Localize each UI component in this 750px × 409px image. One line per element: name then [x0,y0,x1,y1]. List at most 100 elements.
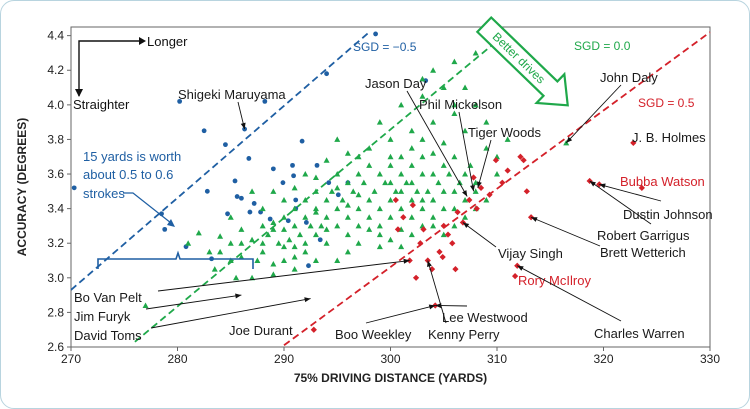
player-label: Rory McIlroy [518,273,591,288]
blue-point [335,192,341,198]
blue-point [246,156,252,161]
green-point [430,171,437,177]
player-arrowhead-icon [589,180,597,187]
green-point [270,219,277,225]
green-point [344,214,351,220]
player-label: Brett Wetterich [600,245,686,260]
green-point [339,196,346,203]
green-point [462,196,469,203]
player-leader-line [530,216,601,247]
player-arrowhead-icon [462,190,468,197]
player-leader-line [458,111,475,192]
green-point [451,110,458,116]
green-point [302,196,309,203]
green-point [291,243,298,250]
x-tick-label: 280 [167,352,187,366]
player-label: J. B. Holmes [632,130,706,145]
green-point [291,222,298,229]
player-label: Robert Garrigus [597,228,690,243]
green-point [451,101,458,108]
green-point [344,202,351,208]
green-point [398,243,405,250]
blue-point [317,237,323,243]
x-tick-label: 290 [274,352,294,366]
y-tick-label: 3.8 [47,132,64,146]
player-label: Tiger Woods [468,125,541,140]
green-point [312,209,319,215]
green-point [494,171,500,177]
annotations: Jason Day Phil Mickelson Tiger Woods John D… [74,70,713,343]
blue-point [373,31,378,37]
blue-point [177,98,183,104]
green-point [334,171,341,177]
x-tick-label: 300 [380,352,400,366]
green-point [259,222,266,229]
green-point [430,214,437,220]
green-point [414,188,421,194]
player-leader-line [145,294,242,310]
green-point [355,171,362,177]
green-point [403,179,410,186]
x-axis-title: 75% DRIVING DISTANCE (YARDS) [294,371,487,385]
y-tick-label: 4.4 [47,29,64,43]
blue-point [314,162,320,168]
x-tick-label: 320 [593,352,613,366]
player-arrowhead-icon [477,181,482,188]
green-point [323,226,330,232]
green-point [419,153,426,160]
green-point [238,240,245,246]
green-point [408,145,415,151]
green-point [387,153,394,160]
green-point [302,248,309,255]
blue-point [299,138,305,144]
player-arrowhead-icon [428,304,436,310]
green-point [424,188,431,194]
green-point [376,119,383,125]
player-arrowhead-icon [566,136,573,143]
green-point [254,257,261,264]
blue-point [267,216,273,222]
blue-point [270,166,276,172]
green-point [472,49,479,56]
player-label: Phil Mickelson [419,97,502,112]
green-point [408,162,415,168]
yards-note-line-1: 15 yards is worth [83,149,181,164]
straighter-arrowhead-icon [75,89,83,97]
sgd-label: SGD = 0.0 [574,39,631,53]
green-point [302,214,309,220]
green-point [259,240,266,246]
green-point [462,127,469,134]
green-point [440,84,447,91]
blue-point [232,178,238,184]
green-point [419,205,426,212]
blue-point [251,201,257,206]
green-point [430,67,437,73]
green-point [483,196,490,203]
player-label: Jim Furyk [74,309,131,324]
green-point [227,214,234,220]
green-point [366,226,373,232]
blue-point [306,263,311,269]
sgd-lines: SGD = −0.5 SGD = 0.0 SGD = 0.5 [70,31,711,346]
axes: 270 280 290 300 310 320 330 2.6 2.8 3.0 3.2 3.4 3.6 3… [15,29,720,385]
green-point [472,179,479,186]
green-point [328,188,335,194]
player-label: Charles Warren [594,326,685,341]
green-point [312,188,319,194]
green-point [366,162,373,168]
green-point [366,214,373,220]
green-point [451,58,458,65]
player-leader-line [589,180,652,225]
green-point [233,274,240,281]
green-point [451,222,458,229]
green-point [334,184,341,191]
green-point [355,240,362,246]
green-point [419,136,426,142]
player-label: Kenny Perry [428,327,500,342]
green-point [270,271,277,277]
green-point [195,229,202,236]
sgd-label: SGD = −0.5 [353,40,417,54]
green-point [238,254,245,260]
blue-point [239,195,244,201]
